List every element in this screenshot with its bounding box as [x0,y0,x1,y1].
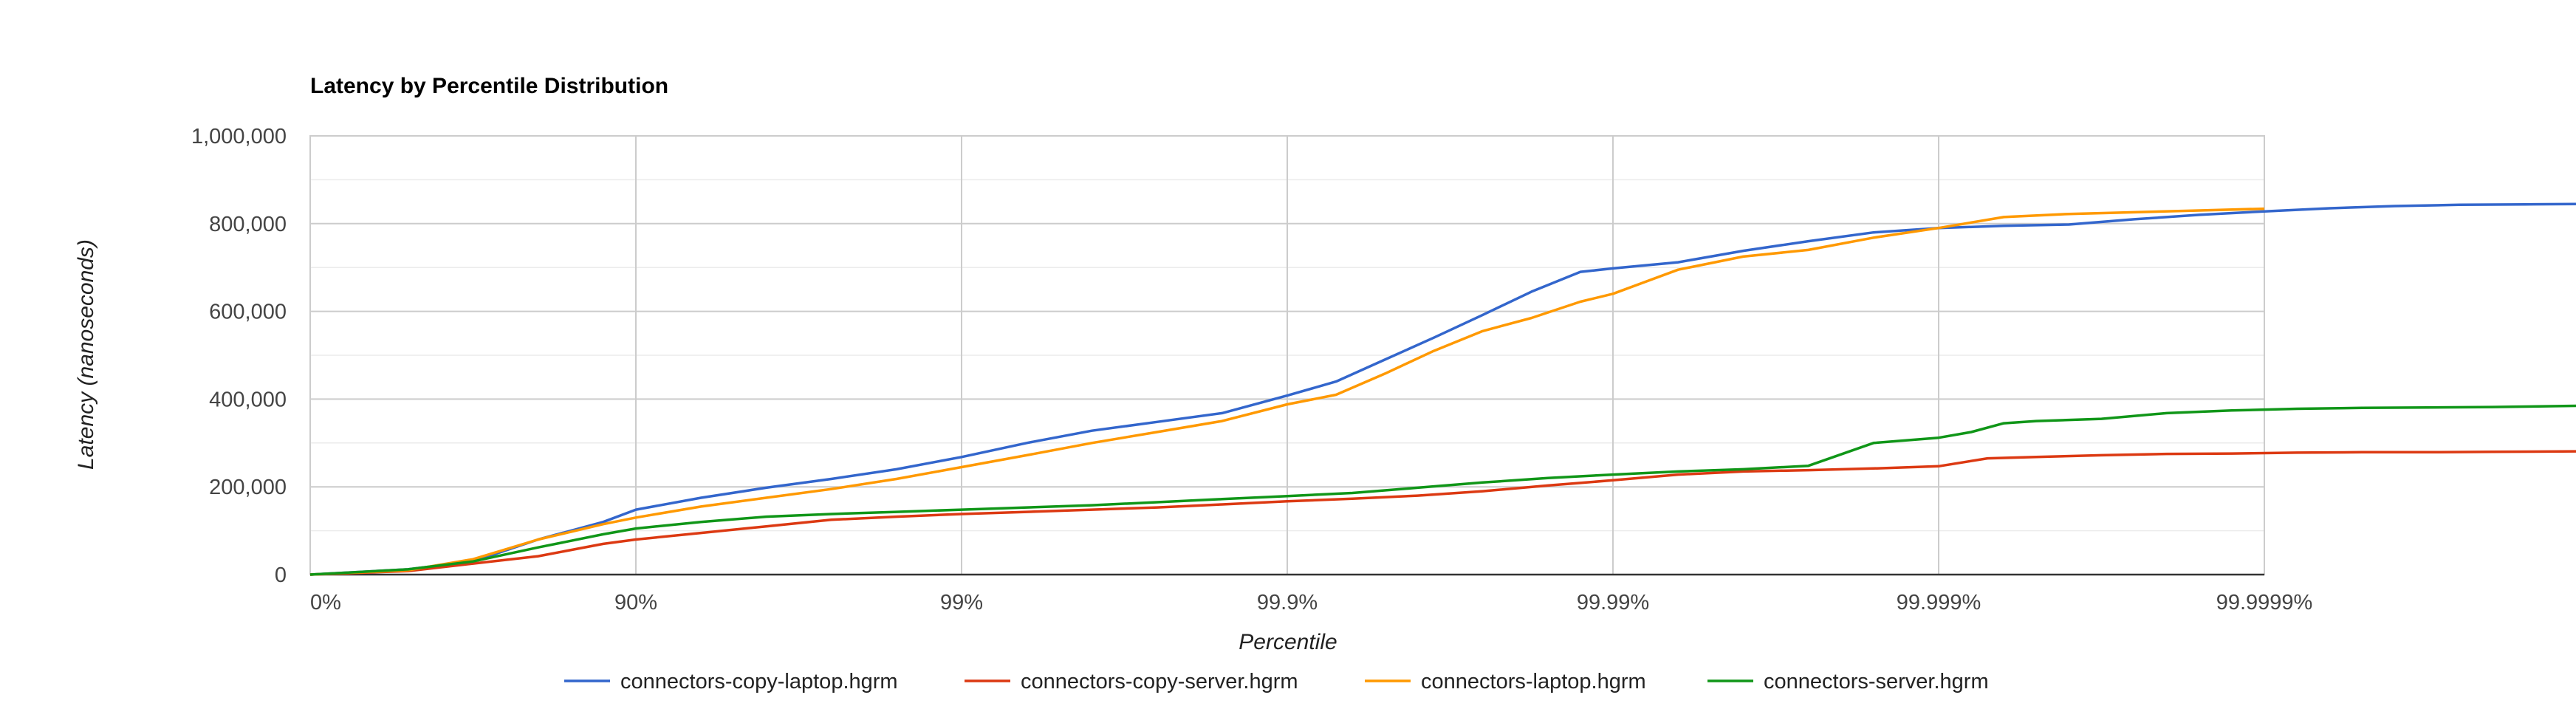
x-tick-label: 0% [310,591,341,614]
chart-title: Latency by Percentile Distribution [310,74,668,98]
x-tick-label: 99% [940,591,983,614]
x-tick-label: 90% [614,591,657,614]
series-line [309,207,2265,576]
legend-label: connectors-copy-laptop.hgrm [620,670,898,693]
x-tick-label: 99.99% [1577,591,1649,614]
x-tick-label: 99.9% [1257,591,1318,614]
series-line [309,450,2576,576]
y-tick-label: 1,000,000 [191,125,287,148]
x-axis-title: Percentile [1239,630,1337,654]
y-axis-title: Latency (nanoseconds) [74,239,98,470]
y-tick-label: 800,000 [209,213,287,236]
series-line [309,202,2576,576]
legend-label: connectors-copy-server.hgrm [1021,670,1298,693]
y-tick-label: 400,000 [209,388,287,411]
y-tick-label: 600,000 [209,301,287,324]
x-axis-tick-labels: 0% 90% 99% 99.9% 99.99% 99.999% 99.9999% [310,591,2312,614]
series-lines [309,202,2576,576]
y-tick-label: 0 [275,564,287,587]
chart-legend: connectors-copy-laptop.hgrm connectors-co… [564,670,1989,693]
x-tick-label: 99.9999% [2216,591,2313,614]
series-line [309,404,2576,576]
legend-label: connectors-server.hgrm [1764,670,1989,693]
y-axis-tick-labels: 0 200,000 400,000 600,000 800,000 1,000,000 [191,125,287,587]
y-tick-label: 200,000 [209,476,287,499]
x-tick-label: 99.999% [1897,591,1981,614]
legend-label: connectors-laptop.hgrm [1421,670,1646,693]
